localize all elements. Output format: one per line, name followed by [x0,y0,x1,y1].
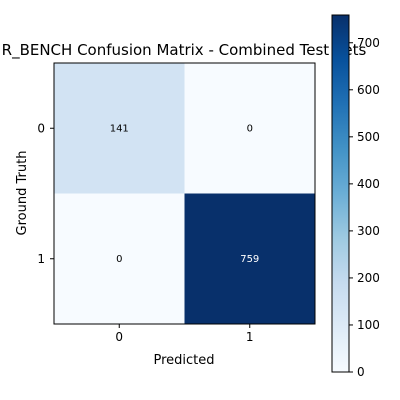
cell-value-label-0-0: 141 [110,123,129,134]
x-tick-label-1: 1 [246,330,254,344]
cell-value-label-0-1: 0 [247,123,253,134]
y-tick-label-1: 1 [37,252,45,266]
y-axis-ticks: 01 [37,121,54,266]
heatmap-cell-1-0 [54,193,185,324]
heatmap-cell-1-1 [184,193,315,324]
colorbar-tick-label-7: 700 [357,36,380,50]
colorbar-tick-label-3: 300 [357,224,380,238]
x-axis-label: Predicted [153,353,214,368]
plot-frame [53,62,316,325]
cell-value-label-1-0: 0 [116,254,122,265]
colorbar [331,14,350,373]
heatmap-cells: 141 0 0 759 [54,63,315,324]
colorbar-ticks: 0 100 200 300 400 500 600 700 [349,36,380,379]
x-tick-label-0: 0 [115,330,123,344]
cell-value-label-1-1: 759 [240,254,259,265]
colorbar-tick-label-0: 0 [357,365,365,379]
colorbar-tick-label-1: 100 [357,318,380,332]
colorbar-tick-label-4: 400 [357,177,380,191]
colorbar-tick-label-2: 200 [357,271,380,285]
y-tick-label-0: 0 [37,121,45,135]
heatmap-cell-0-1 [184,63,315,194]
y-axis-label: Ground Truth [15,151,30,236]
colorbar-tick-label-6: 600 [357,83,380,97]
colorbar-tick-label-5: 500 [357,130,380,144]
chart-title: R_BENCH Confusion Matrix - Combined Test… [2,41,367,60]
heatmap-cell-0-0 [54,63,185,194]
